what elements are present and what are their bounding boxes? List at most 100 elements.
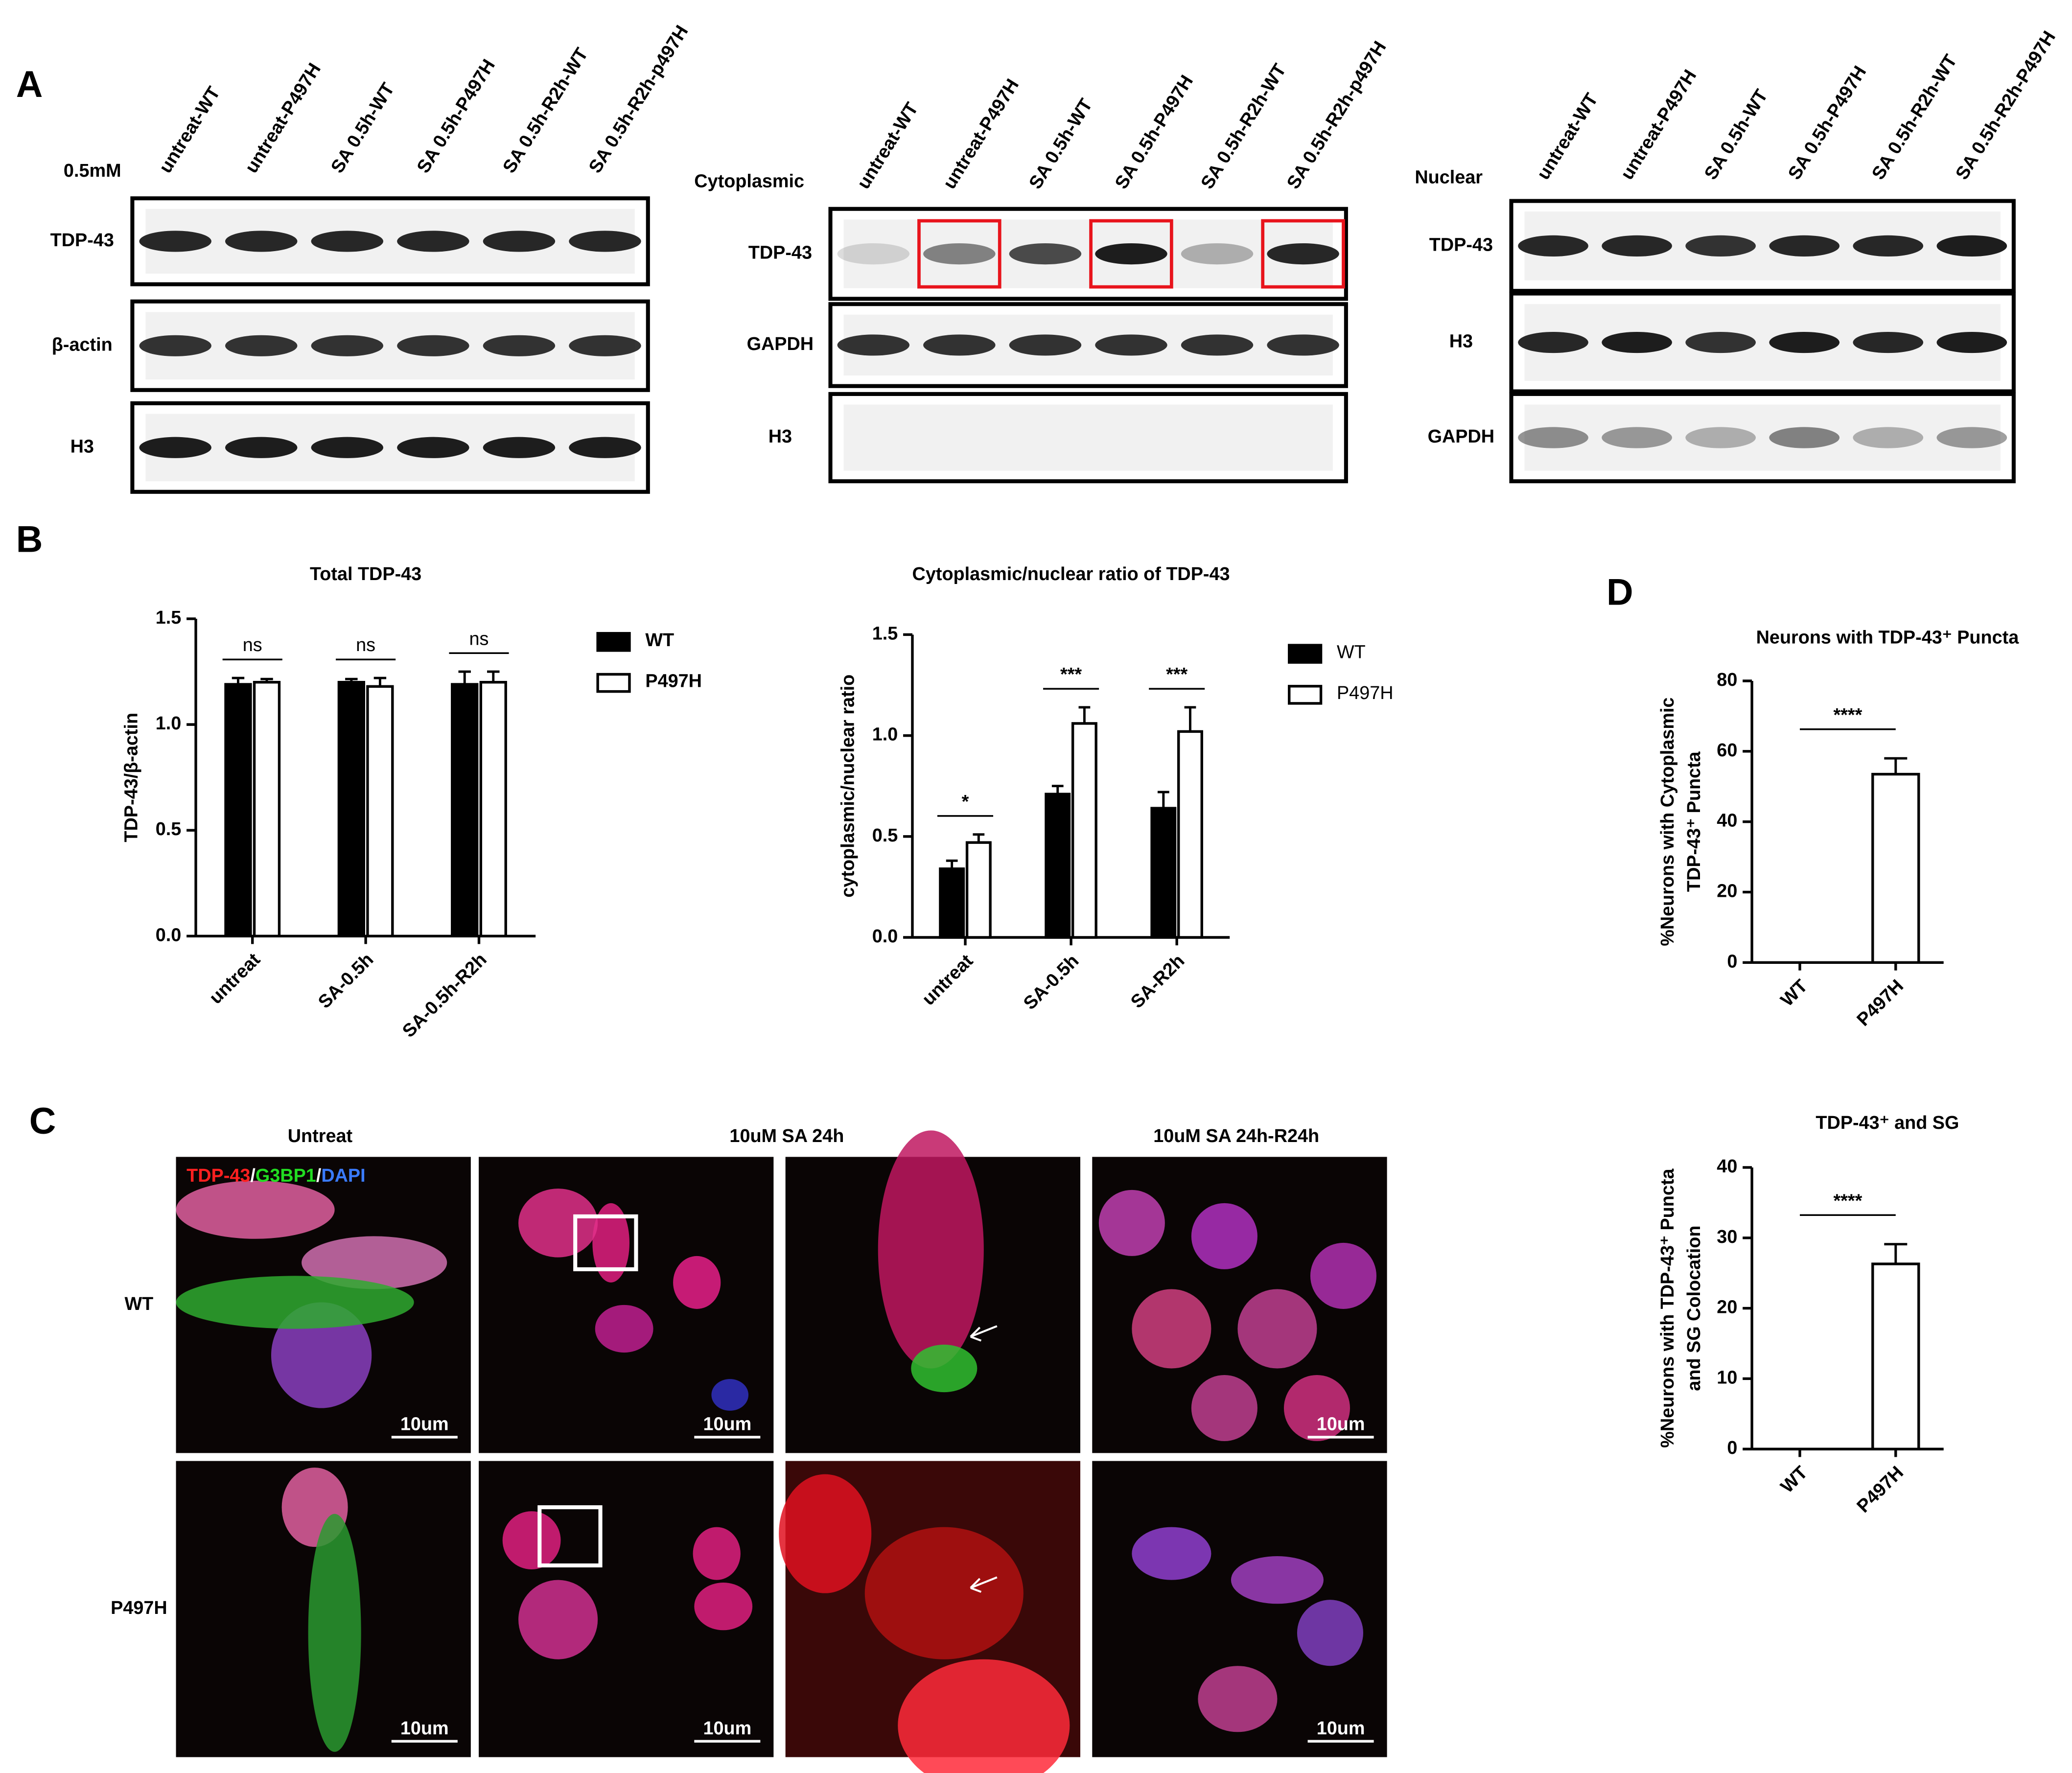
lane-label: SA 0.5h-R2h-WT <box>1868 51 1961 183</box>
y-tick-label: 0.0 <box>156 925 182 945</box>
legend-label: WT <box>1337 642 1366 662</box>
significance-label: ns <box>243 635 262 655</box>
inset-box <box>537 1505 603 1567</box>
cell <box>693 1527 741 1580</box>
lane-label: SA 0.5h-WT <box>1025 95 1096 192</box>
bar <box>479 680 507 937</box>
cell <box>1132 1527 1211 1580</box>
cell <box>302 1236 447 1289</box>
x-tick-label: SA-0.5h <box>1020 951 1083 1014</box>
legend-label: WT <box>645 630 674 651</box>
band <box>1181 243 1254 265</box>
band <box>1769 331 1840 353</box>
band <box>1769 235 1840 257</box>
lane-label: SA 0.5h-R2h-p497H <box>585 22 693 177</box>
band <box>1936 427 2007 448</box>
cell <box>1191 1203 1257 1269</box>
x-tick-label: untreat <box>918 951 978 1010</box>
stain-legend-part: G3BP1 <box>256 1166 316 1186</box>
x-tick-label: WT <box>1777 1462 1812 1497</box>
band <box>139 335 211 356</box>
lane-label: untreat-WT <box>853 99 922 192</box>
y-tick-label: 80 <box>1717 670 1737 690</box>
bar <box>224 683 252 937</box>
bar <box>1871 1262 1920 1450</box>
band <box>1602 331 1672 353</box>
y-tick-label: 30 <box>1717 1227 1737 1247</box>
y-tick-label: 0.5 <box>872 825 898 846</box>
column-header: Untreat <box>288 1126 353 1146</box>
band <box>837 243 910 265</box>
bar <box>939 867 965 939</box>
lane-label: SA 0.5h-R2h-p497H <box>1283 38 1391 193</box>
legend-swatch <box>596 673 631 693</box>
bar <box>965 841 992 939</box>
y-tick-label: 0 <box>1727 1438 1737 1458</box>
band <box>397 437 469 458</box>
blot-header: Nuclear <box>1415 167 1483 188</box>
legend-label: P497H <box>1337 683 1394 703</box>
row-label: H3 <box>70 436 94 457</box>
significance-label: *** <box>1166 664 1187 685</box>
cell <box>1198 1666 1278 1732</box>
bar <box>366 685 394 937</box>
error-bar <box>458 670 471 685</box>
y-tick-label: 0 <box>1727 951 1737 972</box>
cell <box>878 1130 984 1369</box>
cell <box>1132 1289 1211 1369</box>
band <box>311 437 384 458</box>
band <box>569 335 641 356</box>
band <box>1009 243 1082 265</box>
band <box>923 334 996 356</box>
cell <box>308 1514 361 1752</box>
cell <box>271 1302 372 1408</box>
blot-frame <box>1509 291 2016 394</box>
significance-label: **** <box>1833 1190 1862 1211</box>
lane-label: SA 0.5h-P497H <box>1111 71 1197 192</box>
y-tick-label: 40 <box>1717 1156 1737 1177</box>
stain-legend: TDP-43/G3BP1/DAPI <box>186 1166 366 1186</box>
row-label: TDP-43 <box>748 243 812 263</box>
y-axis-label: and SG Colocation <box>1684 1226 1704 1391</box>
blot-header: 0.5mM <box>64 161 121 181</box>
band <box>1685 235 1756 257</box>
stain-legend-part: TDP-43 <box>186 1166 250 1186</box>
cell <box>518 1580 598 1659</box>
arrow <box>970 1325 998 1342</box>
band <box>569 231 641 252</box>
error-bar <box>487 670 500 682</box>
band <box>139 231 211 252</box>
band <box>569 437 641 458</box>
bar <box>1177 730 1203 939</box>
cell <box>595 1305 653 1353</box>
chart-title: Neurons with TDP-43⁺ Puncta <box>1756 628 2020 648</box>
column-header: 10uM SA 24h-R24h <box>1153 1126 1319 1146</box>
error-bar <box>1157 791 1169 809</box>
error-bar <box>1884 757 1908 774</box>
stain-legend-part: / <box>316 1166 322 1186</box>
x-tick-label: WT <box>1777 976 1812 1010</box>
panel-label: D <box>1606 572 1633 613</box>
row-label: H3 <box>768 426 792 447</box>
scale-bar-label: 10um <box>400 1414 449 1435</box>
chart-title: Total TDP-43 <box>310 564 421 584</box>
error-bar <box>973 833 985 843</box>
inset-box <box>573 1214 638 1271</box>
band <box>397 335 469 356</box>
y-tick-label: 10 <box>1717 1367 1737 1388</box>
error-bar <box>373 677 387 687</box>
blot-frame <box>1509 392 2016 484</box>
blot-frame <box>1509 199 2016 293</box>
stain-legend-part: DAPI <box>321 1166 365 1186</box>
cell <box>1310 1242 1376 1309</box>
band <box>1853 427 1924 448</box>
band <box>1267 243 1339 265</box>
x-tick-label: SA-0.5h-R2h <box>398 949 491 1042</box>
cell <box>176 1180 335 1239</box>
error-bar <box>260 677 273 682</box>
cell <box>1231 1556 1324 1604</box>
significance-label: ns <box>469 629 489 649</box>
highlight-box <box>1261 219 1345 289</box>
